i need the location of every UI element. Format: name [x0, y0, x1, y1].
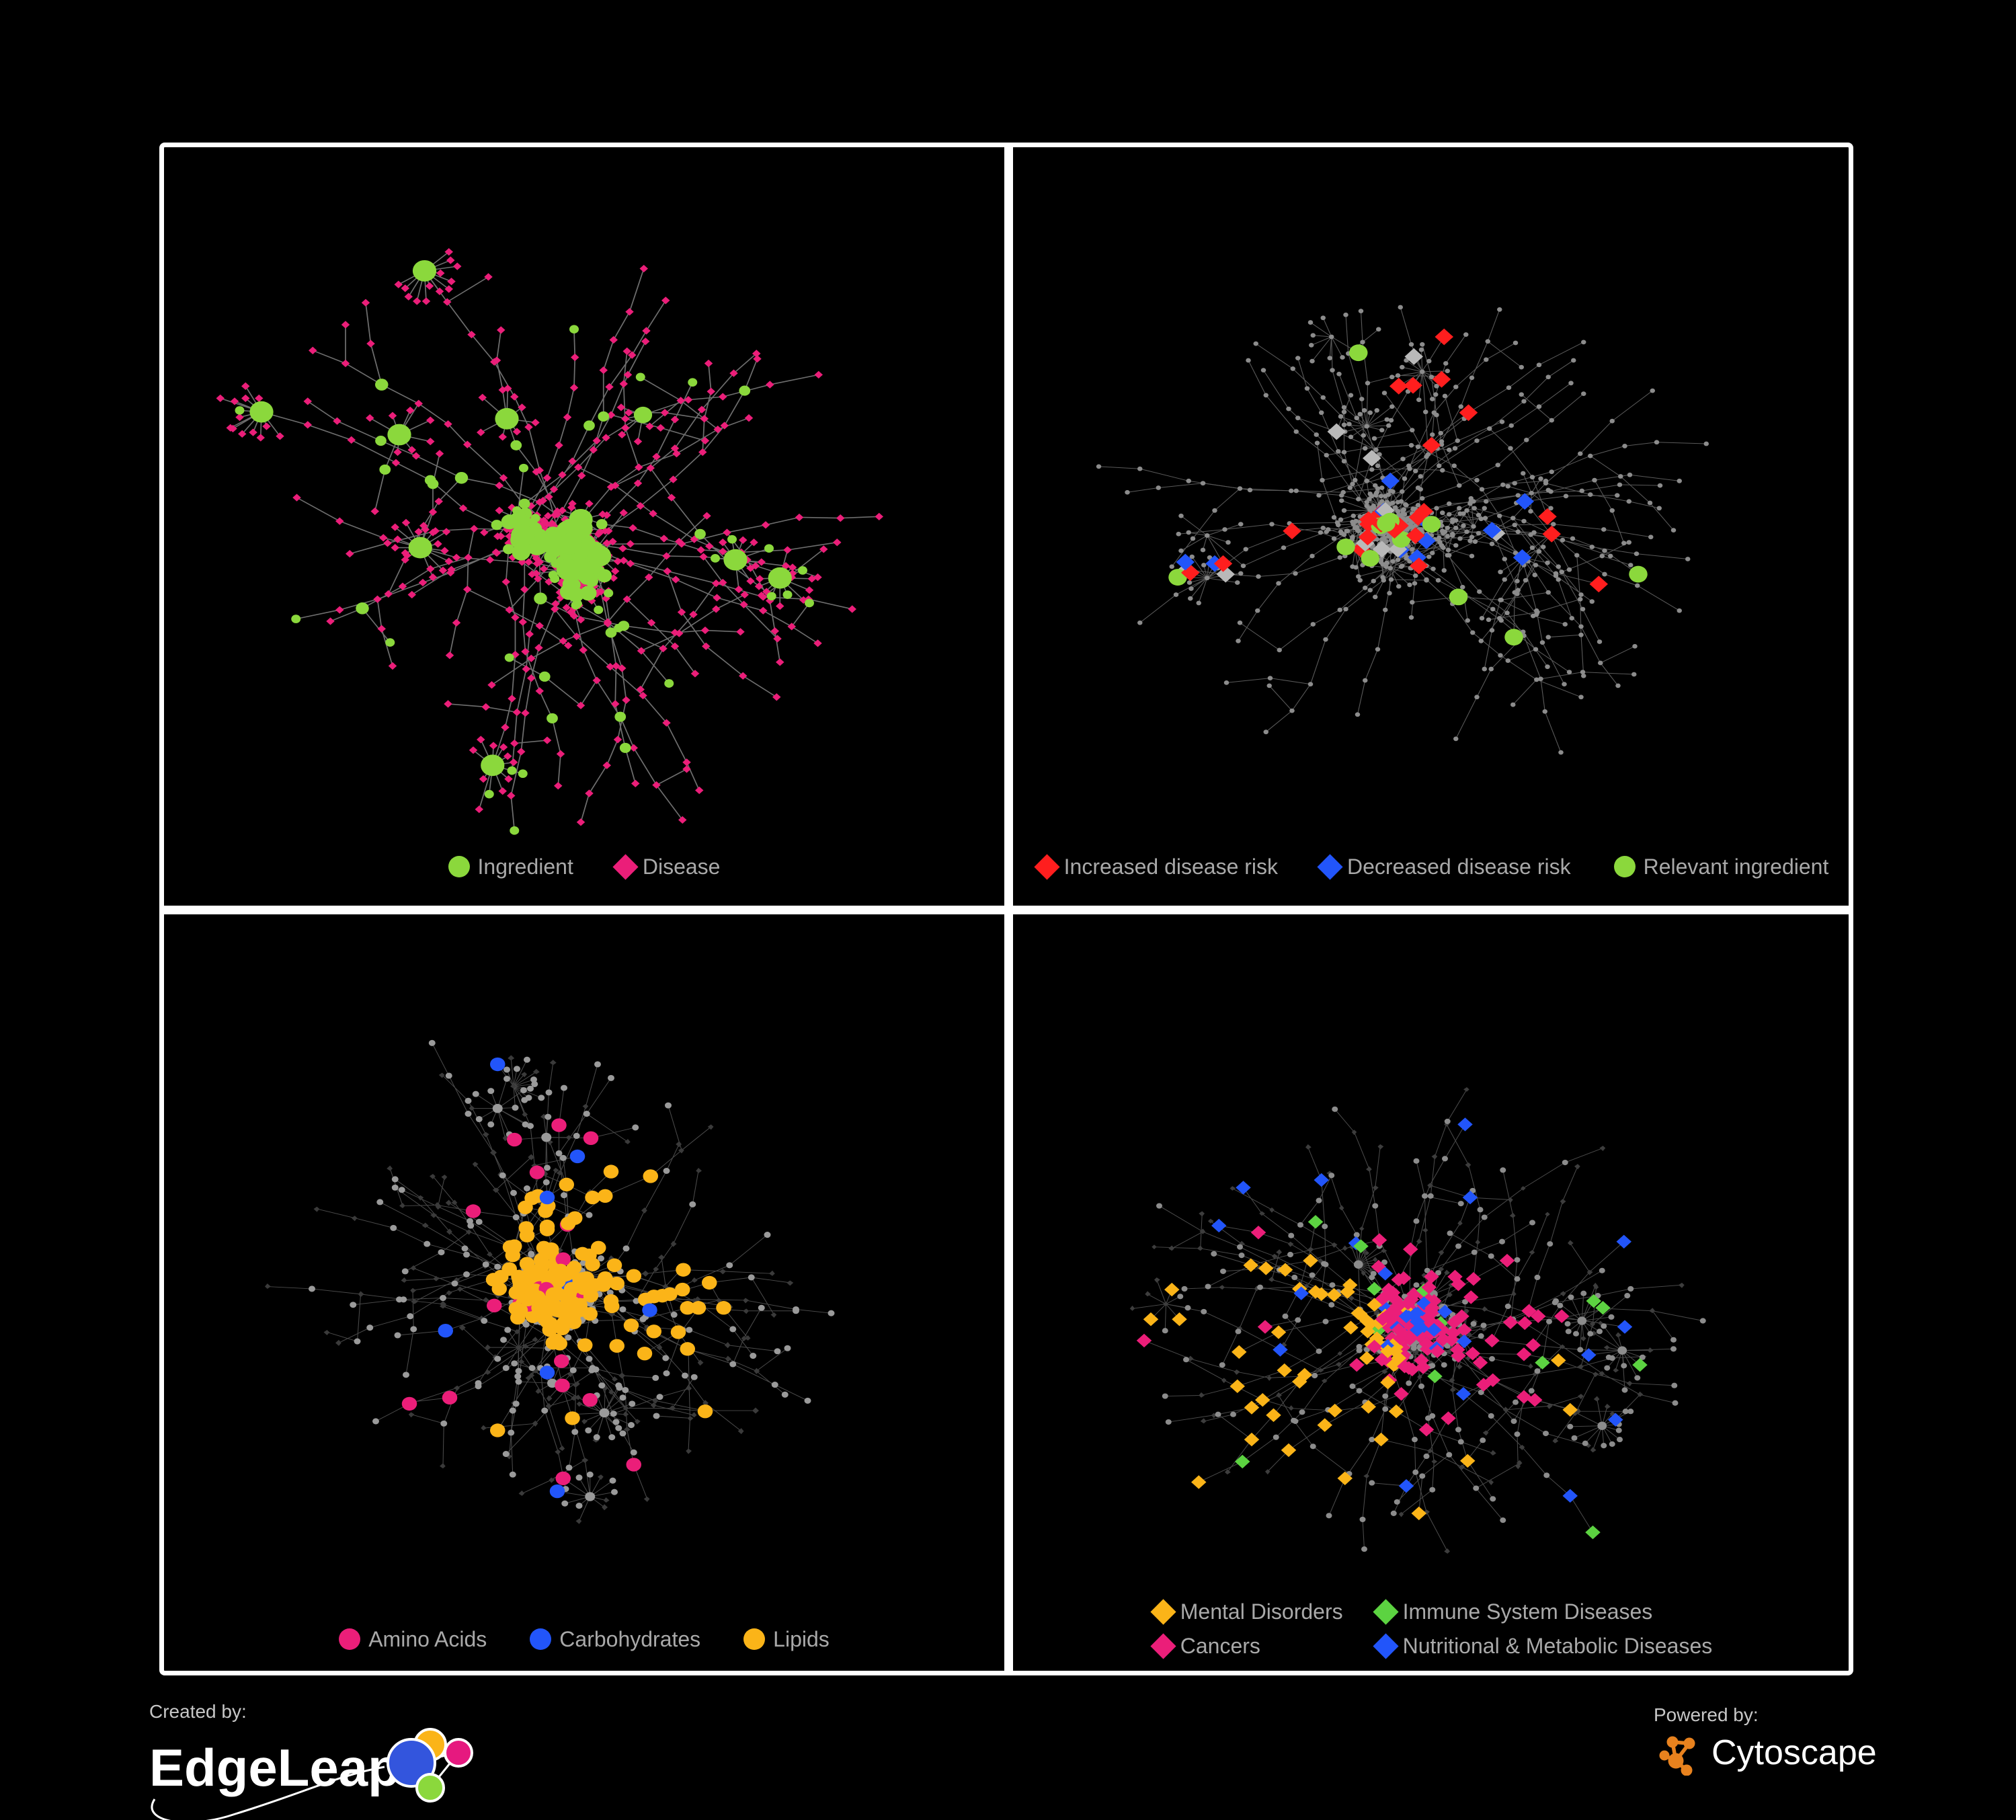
svg-text:EdgeLeap: EdgeLeap	[149, 1738, 400, 1797]
